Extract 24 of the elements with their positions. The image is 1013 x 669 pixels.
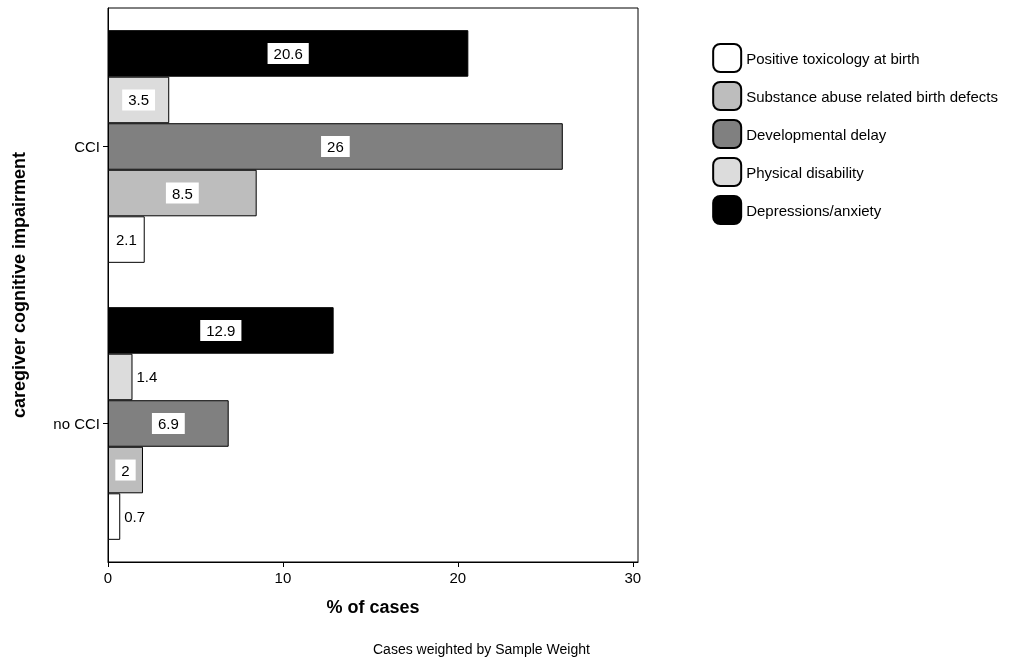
y-tick-label: no CCI (53, 415, 100, 432)
x-tick-label: 10 (274, 569, 292, 586)
legend-label: Developmental delay (746, 125, 887, 143)
data-label: 8.5 (171, 184, 193, 202)
data-label: 26 (327, 138, 344, 155)
legend-label: Positive toxicology at birth (746, 49, 920, 67)
x-tick-label: 30 (624, 569, 642, 586)
data-label: 2 (121, 461, 130, 479)
x-tick-label: 0 (103, 569, 113, 586)
data-label: 12.9 (206, 321, 236, 339)
legend-label: Depressions/anxiety (746, 201, 882, 219)
data-label: 3.5 (128, 91, 150, 109)
data-label: 6.9 (157, 415, 179, 432)
y-tick-label: CCI (74, 138, 100, 155)
x-tick-label: 20 (449, 569, 467, 586)
data-label: 2.1 (115, 231, 137, 249)
data-label: 20.6 (273, 44, 303, 62)
legend-label: Substance abuse related birth defects (746, 87, 999, 105)
text: Cases weighted by Sample Weight (373, 641, 590, 657)
y-axis-title: caregiver cognitive impairment (9, 151, 29, 419)
data-label: 0.7 (124, 508, 146, 526)
legend-label: Physical disability (746, 163, 865, 181)
data-label: 1.4 (136, 368, 158, 386)
x-axis-title: % of cases (326, 597, 420, 617)
